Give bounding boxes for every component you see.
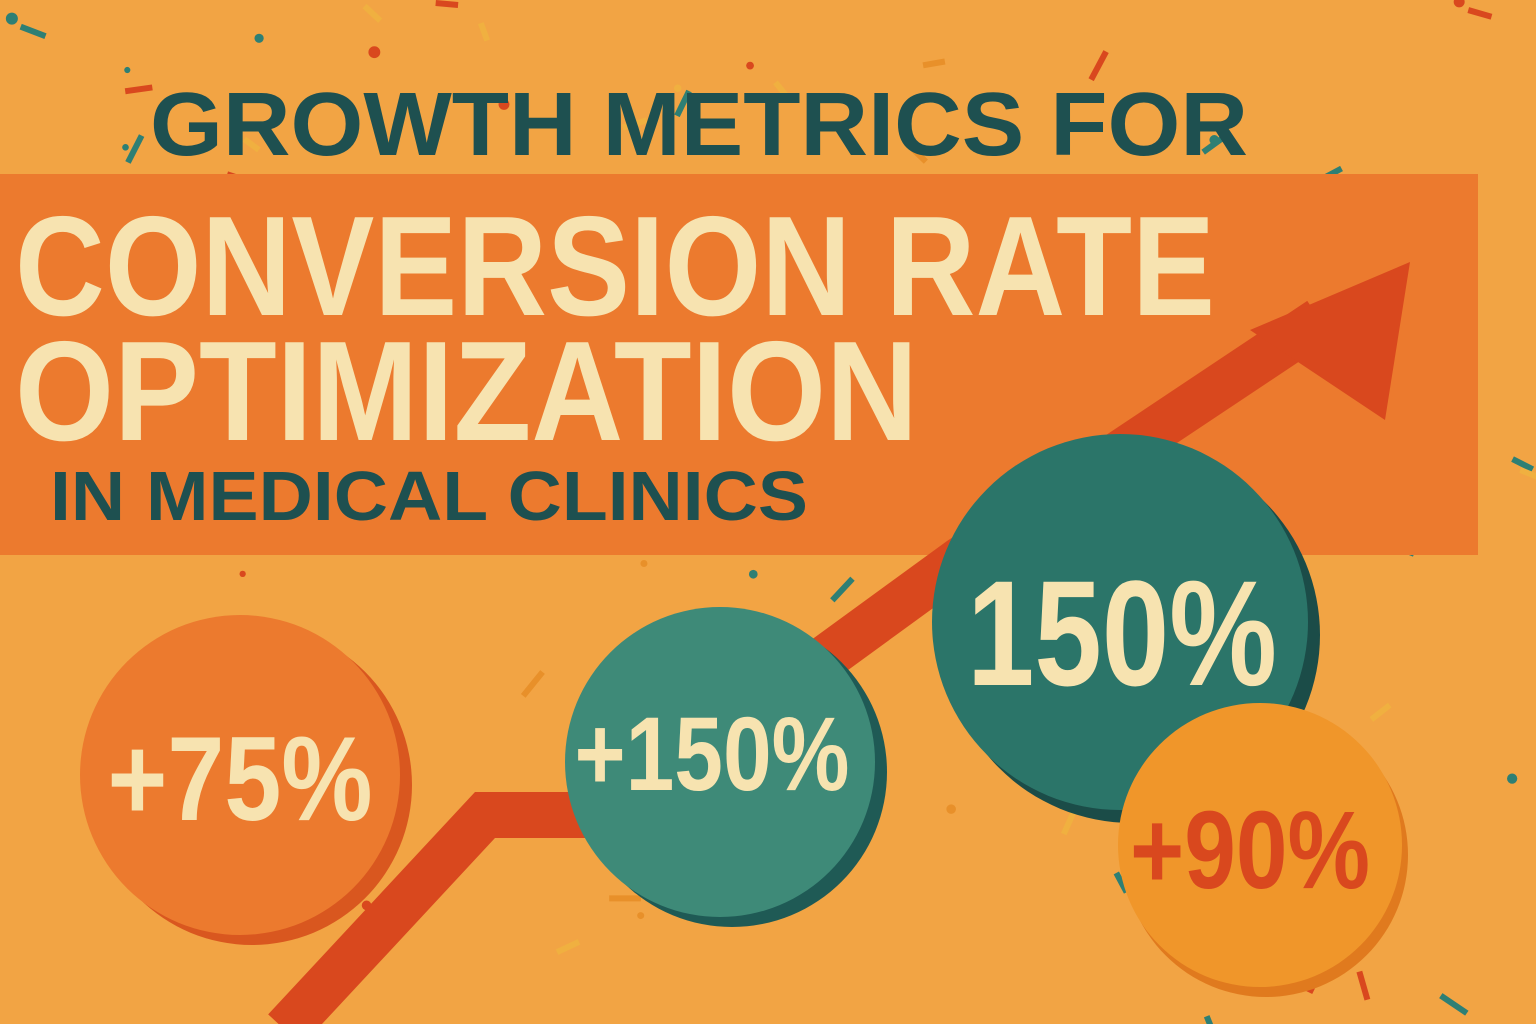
- confetti-piece: [368, 46, 381, 59]
- confetti-piece: [830, 576, 855, 603]
- confetti-piece: [1369, 702, 1392, 722]
- title-line-4: IN MEDICAL CLINICS: [50, 457, 808, 535]
- confetti-piece: [498, 98, 510, 110]
- confetti-piece: [478, 22, 490, 42]
- stat-label: +150%: [575, 696, 850, 813]
- confetti-piece: [1356, 970, 1371, 1001]
- confetti-piece: [910, 146, 928, 164]
- confetti-piece: [125, 134, 145, 164]
- stat-label: +90%: [1130, 789, 1370, 912]
- confetti-piece: [746, 61, 754, 70]
- title-line-2: CONVERSION RATE: [15, 187, 1215, 346]
- confetti-piece: [1453, 0, 1465, 8]
- stat-circle-150-plus: +150%: [565, 607, 887, 927]
- confetti-piece: [435, 0, 459, 8]
- confetti-piece: [946, 804, 956, 814]
- confetti-piece: [122, 143, 129, 151]
- confetti-piece: [637, 912, 645, 920]
- confetti-piece: [922, 58, 946, 69]
- confetti-piece: [748, 569, 758, 579]
- confetti-piece: [640, 560, 648, 568]
- stat-circle-150: 150%: [932, 434, 1320, 823]
- confetti-piece: [773, 80, 793, 103]
- confetti-piece: [5, 12, 18, 25]
- confetti-piece: [19, 23, 47, 40]
- confetti-piece: [674, 89, 692, 118]
- confetti-piece: [1519, 467, 1536, 482]
- confetti-piece: [673, 84, 682, 93]
- confetti-piece: [254, 33, 264, 43]
- confetti-piece: [242, 136, 261, 153]
- confetti-piece: [1201, 132, 1229, 155]
- confetti-piece: [124, 84, 153, 95]
- confetti-piece: [609, 895, 641, 902]
- confetti-piece: [1511, 456, 1535, 472]
- confetti-piece: [621, 117, 648, 131]
- title-line-3: OPTIMIZATION: [15, 312, 918, 471]
- title-line-1: GROWTH METRICS FOR: [150, 75, 1248, 175]
- stat-label: 150%: [967, 549, 1277, 717]
- confetti-piece: [124, 66, 131, 74]
- confetti-piece: [1467, 7, 1493, 20]
- stat-circle-90: +90%: [1118, 703, 1408, 997]
- confetti-piece: [239, 570, 246, 577]
- stat-label: +75%: [108, 712, 373, 846]
- confetti-piece: [362, 3, 383, 23]
- stat-circle-75: +75%: [80, 615, 412, 945]
- confetti-piece: [1507, 773, 1518, 784]
- confetti-piece: [520, 670, 545, 698]
- confetti-piece: [1203, 1015, 1219, 1024]
- confetti-piece: [555, 939, 581, 955]
- confetti-piece: [1088, 50, 1109, 82]
- confetti-piece: [1439, 993, 1469, 1016]
